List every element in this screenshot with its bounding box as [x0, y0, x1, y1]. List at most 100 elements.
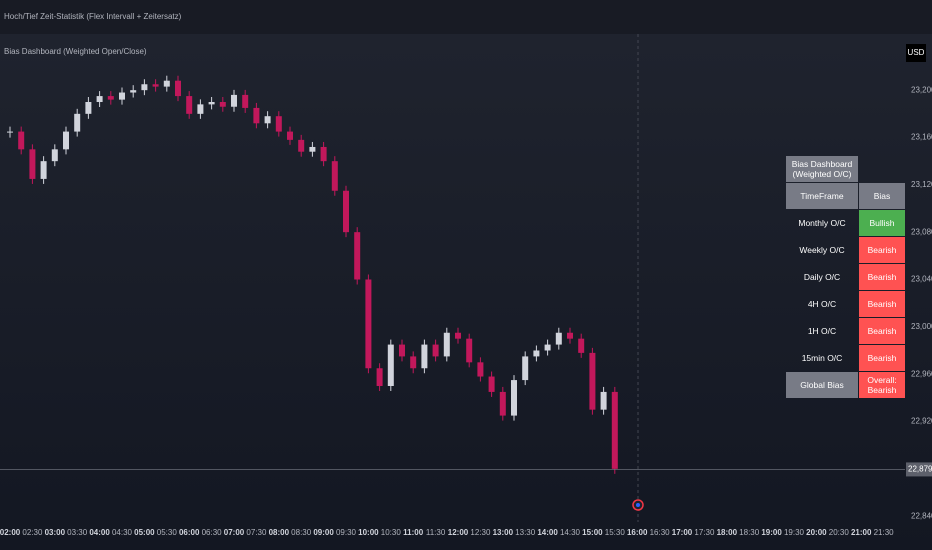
bias-table: Bias Dashboard (Weighted O/C) TimeFrame Bi… [785, 155, 906, 399]
x-tick-label: 07:00 [224, 528, 245, 537]
x-tick-label: 15:00 [582, 528, 603, 537]
last-price-label: 22,879.50 [908, 465, 932, 474]
table-cell: Daily O/C [803, 272, 841, 282]
x-tick-label: 11:30 [426, 528, 446, 537]
currency-box[interactable] [906, 44, 926, 62]
table-row: Daily O/C Bearish [786, 264, 905, 290]
x-tick-label: 05:30 [157, 528, 178, 537]
candle [152, 84, 159, 87]
pane-title: Bias Dashboard (Weighted Open/Close) [4, 47, 147, 56]
candle [175, 80, 181, 97]
table-row: 4H O/C Bearish [786, 291, 905, 317]
y-tick-label: 23,200.00 [911, 85, 932, 94]
candle [275, 116, 282, 132]
candle [186, 96, 193, 114]
x-tick-label: 18:30 [739, 528, 760, 537]
x-tick-label: 09:30 [336, 528, 357, 537]
candle [309, 146, 316, 152]
x-tick-label: 03:30 [67, 528, 88, 537]
table-cell: Monthly O/C [798, 218, 846, 228]
candle [197, 104, 204, 114]
candle [74, 113, 81, 132]
table-cell: Global Bias [786, 372, 858, 398]
indicator-title: Hoch/Tief Zeit-Statistik (Flex Intervall… [4, 12, 182, 21]
x-tick-label: 21:30 [874, 528, 895, 537]
x-tick-label: 12:00 [448, 528, 469, 537]
candle [578, 338, 585, 353]
y-tick-label: 23,000.00 [911, 322, 932, 331]
table-cell: Bearish [859, 237, 905, 263]
table-cell: Bearish [859, 318, 905, 344]
candle [443, 332, 450, 357]
table-cell: TimeFrame [786, 183, 858, 209]
x-tick-label: 17:30 [694, 528, 715, 537]
y-tick-label: 23,120.00 [911, 180, 932, 189]
table-row: TimeFrame Bias [786, 183, 905, 209]
candle [96, 96, 103, 102]
candle [219, 102, 226, 107]
candle [600, 391, 607, 410]
table-row: 15min O/C Bearish [786, 345, 905, 371]
x-tick-label: 10:00 [358, 528, 379, 537]
candle [511, 380, 517, 416]
candle [18, 131, 25, 150]
candle [611, 391, 618, 469]
candle [567, 332, 573, 339]
x-tick-label: 02:30 [22, 528, 43, 537]
table-row: Weekly O/C Bearish [786, 237, 905, 263]
candle [354, 232, 361, 280]
x-tick-label: 13:30 [515, 528, 536, 537]
candle [365, 279, 372, 369]
x-tick-label: 10:30 [381, 528, 402, 537]
x-tick-label: 19:30 [784, 528, 805, 537]
x-tick-label: 05:00 [134, 528, 155, 537]
x-tick-label: 12:30 [470, 528, 491, 537]
x-tick-label: 06:00 [179, 528, 200, 537]
currency[interactable]: USD [908, 48, 925, 57]
candle [119, 92, 125, 100]
candle [63, 131, 69, 150]
x-tick-label: 06:30 [202, 528, 223, 537]
x-tick-label: 14:00 [537, 528, 558, 537]
candle [331, 161, 338, 191]
table-row: 1H O/C Bearish [786, 318, 905, 344]
x-tick-label: 13:00 [493, 528, 514, 537]
candle [51, 149, 58, 162]
candle [298, 139, 305, 152]
candle [231, 94, 237, 107]
table-cell: Weekly O/C [799, 245, 845, 255]
candle [264, 116, 271, 124]
x-tick-label: 11:00 [403, 528, 424, 537]
candle [7, 131, 13, 133]
x-tick-label: 19:00 [761, 528, 782, 537]
candle [533, 350, 540, 357]
candle [387, 344, 394, 386]
candle [242, 94, 249, 108]
x-tick-label: 14:30 [560, 528, 581, 537]
candle [85, 102, 92, 114]
x-tick-label: 16:00 [627, 528, 648, 537]
table-cell: Bias Dashboard (Weighted O/C) [786, 156, 858, 182]
candle [320, 146, 327, 162]
table-cell: Bearish [859, 291, 905, 317]
table-cell: 15min O/C [801, 353, 843, 363]
candle [29, 149, 36, 179]
candle [477, 362, 484, 377]
x-tick-label: 21:00 [851, 528, 872, 537]
last-price-box [906, 462, 932, 477]
candle [107, 96, 114, 100]
table-cell: Bullish [859, 210, 905, 236]
table-row: Global Bias Overall: Bearish [786, 372, 905, 398]
x-tick-label: 20:00 [806, 528, 827, 537]
candle [40, 161, 47, 179]
candle [455, 332, 461, 339]
x-tick-label: 09:00 [313, 528, 334, 537]
candle [488, 376, 495, 392]
candle [130, 90, 137, 93]
x-tick-label: 04:30 [112, 528, 133, 537]
y-tick-label: 23,040.00 [911, 275, 932, 284]
x-tick-label: 07:30 [246, 528, 267, 537]
table-cell: 4H O/C [807, 299, 837, 309]
